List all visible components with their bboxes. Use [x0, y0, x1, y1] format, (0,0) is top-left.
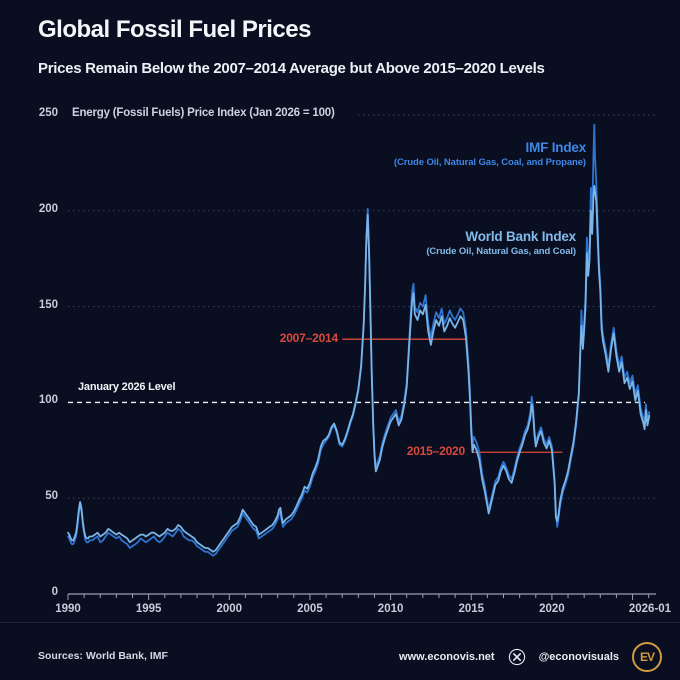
x-twitter-icon: [508, 648, 526, 666]
x-tick-label: 2005: [297, 603, 323, 615]
page-subtitle: Prices Remain Below the 2007–2014 Averag…: [38, 60, 545, 77]
x-tick-label: 1990: [55, 603, 81, 615]
x-axis-labels: 1990 1995 2000 2005 2010 2015 2020 2026-01: [0, 603, 680, 623]
footer-brand-row: www.econovis.net @econovisuals EV: [399, 641, 662, 673]
x-tick-label: 2020: [539, 603, 565, 615]
y-tick-label: 0: [51, 586, 58, 598]
x-tick-label: 1995: [135, 603, 162, 615]
x-tick-label: 2000: [216, 603, 243, 615]
y-axis-title: Energy (Fossil Fuels) Price Index (Jan 2…: [72, 107, 335, 119]
legend-wb-sublabel: (Crude Oil, Natural Gas, and Coal): [426, 245, 576, 257]
footer-divider: [0, 622, 680, 623]
x-tick-label: 2010: [377, 603, 404, 615]
legend-wb-label: World Bank Index: [465, 229, 576, 244]
econovis-logo: EV: [632, 642, 662, 672]
jan-2026-level-label: January 2026 Level: [78, 381, 176, 393]
y-tick-label: 250: [38, 107, 58, 119]
x-tick-label: 2015: [458, 603, 485, 615]
legend-imf: IMF Index (Crude Oil, Natural Gas, Coal,…: [300, 140, 586, 169]
y-tick-label: 50: [45, 490, 58, 503]
x-tick-label: 2026-01: [628, 603, 672, 615]
legend-imf-sublabel: (Crude Oil, Natural Gas, Coal, and Propa…: [393, 156, 586, 168]
website-link: www.econovis.net: [399, 651, 495, 663]
sources-text: Sources: World Bank, IMF: [38, 650, 168, 662]
y-tick-label: 150: [38, 298, 58, 311]
avg-2015-2020-label: 2015–2020: [406, 444, 465, 458]
legend-imf-label: IMF Index: [525, 140, 587, 155]
y-tick-label: 200: [38, 202, 58, 215]
avg-2007-2014-label: 2007–2014: [279, 331, 338, 345]
legend-world-bank: World Bank Index (Crude Oil, Natural Gas…: [290, 229, 576, 258]
page-title: Global Fossil Fuel Prices: [38, 16, 311, 43]
social-handle: @econovisuals: [538, 651, 619, 663]
y-tick-label: 100: [38, 394, 58, 407]
